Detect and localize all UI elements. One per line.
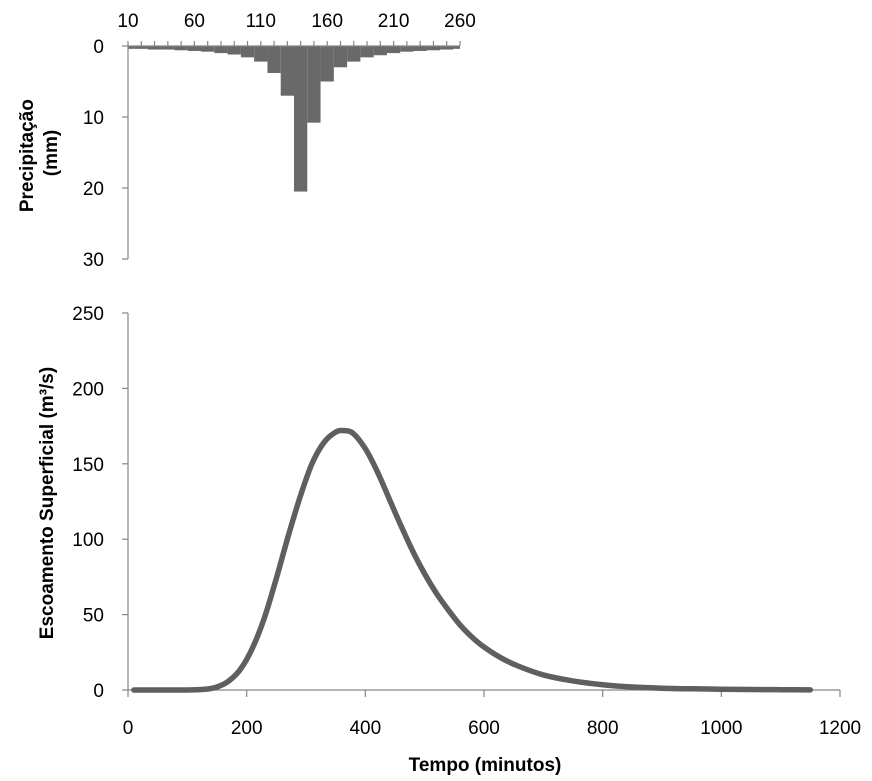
precipitation-bar [174, 46, 188, 51]
runoff-y-tick-label: 0 [93, 681, 104, 702]
precipitation-bar [453, 46, 460, 49]
runoff-x-axis-title: Tempo (minutos) [409, 755, 562, 776]
runoff-x-tick-label: 200 [231, 718, 263, 739]
precipitation-bar [320, 46, 334, 82]
runoff-y-tick-labels: 0 50 100 150 200 250 [72, 304, 104, 702]
precipitation-x-tick-label: 110 [246, 11, 276, 32]
precipitation-bar [386, 46, 401, 54]
precipitation-bar [347, 46, 361, 62]
precipitation-y-tick-label: 20 [83, 179, 104, 200]
precipitation-bar [400, 46, 414, 52]
runoff-series-line [131, 427, 814, 693]
runoff-x-tick-label: 1200 [819, 718, 861, 739]
precipitation-y-tick-label: 10 [83, 108, 104, 129]
precipitation-bar [214, 46, 228, 54]
precipitation-bar [360, 46, 374, 58]
precipitation-bar [187, 46, 202, 51]
precipitation-bar [373, 46, 387, 56]
runoff-y-axis-title: Escoamento Superficial (m³/s) [37, 367, 58, 639]
precipitation-bar [134, 46, 148, 49]
precipitation-bar [240, 46, 255, 58]
runoff-x-tick-label: 800 [587, 718, 619, 739]
precipitation-x-tick-label: 60 [184, 11, 205, 32]
precipitation-x-tick-label: 160 [311, 11, 343, 32]
runoff-x-tick-label: 1000 [700, 718, 742, 739]
runoff-x-tick-label: 600 [468, 718, 500, 739]
precipitation-y-ticks [122, 45, 128, 260]
precipitation-bar [201, 46, 215, 52]
runoff-y-ticks [122, 312, 128, 691]
runoff-y-tick-label: 100 [72, 530, 104, 551]
precipitation-x-tick-label: 10 [117, 11, 138, 32]
precipitation-y-axis-title-line-1: Precipitação [17, 99, 38, 212]
precipitation-x-tick-label: 260 [444, 11, 476, 32]
precipitation-bar [161, 46, 175, 50]
precipitation-bars [128, 46, 460, 192]
precipitation-x-tick-label: 210 [378, 11, 410, 32]
precipitation-y-tick-labels: 0 10 20 30 [83, 37, 104, 271]
precipitation-bar [294, 46, 308, 192]
precipitation-bar [147, 46, 162, 50]
precipitation-x-ticks [127, 41, 461, 46]
precipitation-x-tick-labels: 10 60 110 160 210 260 [117, 11, 475, 32]
runoff-chart: 0 200 400 600 800 1000 1200 0 50 100 150 200 250 Te… [37, 304, 861, 776]
runoff-y-tick-label: 200 [72, 379, 104, 400]
precipitation-bar [254, 46, 268, 62]
precipitation-chart: 10 60 110 160 210 260 0 10 20 30 Precipitação (m… [17, 11, 476, 271]
precipitation-bar [440, 46, 454, 50]
runoff-y-tick-label: 50 [83, 606, 104, 627]
precipitation-bar [128, 46, 135, 49]
precipitation-bar [413, 46, 427, 51]
runoff-x-tick-label: 400 [349, 718, 381, 739]
precipitation-y-tick-label: 0 [93, 37, 104, 58]
precipitation-bar [307, 46, 321, 123]
precipitation-bar [280, 46, 294, 96]
runoff-y-tick-label: 250 [72, 304, 104, 325]
precipitation-y-axis-title-line-2: (mm) [41, 130, 62, 176]
runoff-x-tick-label: 0 [123, 718, 134, 739]
precipitation-y-axis-title: Precipitação (mm) [17, 94, 62, 212]
runoff-x-tick-labels: 0 200 400 600 800 1000 1200 [123, 718, 861, 739]
precipitation-bar [426, 46, 441, 51]
precipitation-y-tick-label: 30 [83, 250, 104, 271]
runoff-y-tick-label: 150 [72, 455, 104, 476]
precipitation-bar [267, 46, 281, 73]
precipitation-bar [227, 46, 241, 55]
precipitation-bar [333, 46, 348, 68]
